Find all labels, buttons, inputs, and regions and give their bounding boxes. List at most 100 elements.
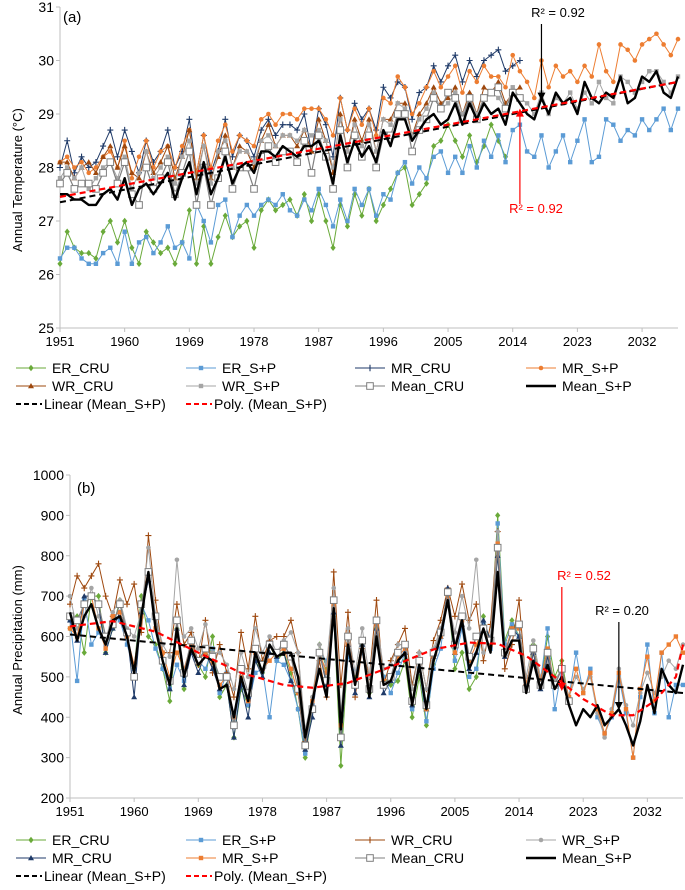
data-point-WR_SP xyxy=(259,138,264,143)
data-point-WR_SP_b xyxy=(459,593,465,599)
data-point-ER_SP xyxy=(438,149,444,154)
series-Mean_SP xyxy=(68,570,685,747)
data-point-ER_CRU xyxy=(373,217,379,225)
legend-marker xyxy=(538,837,544,843)
data-point-ER_SP xyxy=(503,159,508,165)
data-point-MR_CRU xyxy=(495,46,502,53)
data-point-WR_SP xyxy=(366,122,372,127)
data-point-WR_SP xyxy=(115,176,120,181)
data-point-WR_SP xyxy=(72,176,77,181)
data-point-ER_CRU xyxy=(57,260,63,267)
data-point-ER_SP xyxy=(352,186,357,192)
data-point-ER_SP xyxy=(217,690,222,696)
series-line-Mean_SP xyxy=(68,570,685,747)
legend-label: MR_S+P xyxy=(562,360,618,376)
data-point-MR_CRU_b xyxy=(245,714,252,720)
data-point-WR_SP_b xyxy=(174,557,180,563)
data-point-ER_CRU xyxy=(438,137,444,144)
data-point-MR_SP_b xyxy=(203,650,208,655)
data-point-WR_SP xyxy=(201,143,206,149)
data-point-WR_CRU_b xyxy=(287,617,294,624)
data-point-ER_CRU xyxy=(93,255,99,262)
data-point-ER_CRU xyxy=(193,260,200,267)
data-point-Mean_CRU xyxy=(77,179,86,188)
data-point-ER_SP xyxy=(474,666,479,671)
data-point-ER_SP xyxy=(388,197,393,202)
y-tick-label: 300 xyxy=(41,750,65,766)
legend-label: Poly. (Mean_S+P) xyxy=(214,868,327,884)
x-tick-label: 1978 xyxy=(248,804,277,819)
data-point-ER_SP xyxy=(302,197,307,202)
legend-marker xyxy=(28,364,34,372)
data-point-MR_SP_b xyxy=(673,634,679,639)
data-point-ER_SP xyxy=(495,521,500,526)
data-point-ER_CRU xyxy=(217,693,223,701)
data-point-ER_SP xyxy=(153,646,158,651)
legend-label: MR_CRU xyxy=(391,360,451,376)
x-tick-label: 2014 xyxy=(505,804,534,819)
data-point-WR_CRU_b xyxy=(102,592,109,600)
data-point-WR_SP xyxy=(532,111,537,117)
data-point-ER_SP xyxy=(632,133,638,138)
data-point-Mean_CRU xyxy=(329,596,338,604)
data-point-Mean_CRU xyxy=(135,201,143,209)
data-point-WR_SP xyxy=(302,127,307,133)
data-point-MR_SP_b xyxy=(659,650,664,655)
data-point-ER_SP xyxy=(259,202,264,208)
data-point-WR_CRU xyxy=(452,84,459,90)
data-point-ER_SP xyxy=(165,224,170,229)
data-point-WR_SP xyxy=(632,90,638,95)
data-point-MR_SP xyxy=(654,31,659,37)
data-point-MR_SP_b xyxy=(160,650,165,655)
data-point-WR_CRU xyxy=(92,169,99,176)
data-point-WR_SP_b xyxy=(231,686,237,692)
data-point-ER_SP xyxy=(611,122,616,127)
data-point-Mean_CRU xyxy=(358,636,367,645)
data-point-Mean_CRU xyxy=(207,201,215,209)
data-point-ER_SP xyxy=(215,202,221,208)
data-point-WR_SP_b xyxy=(67,593,73,599)
data-point-WR_SP xyxy=(625,79,630,85)
data-point-WR_SP_b xyxy=(217,650,222,655)
legend-label: WR_CRU xyxy=(52,378,113,394)
data-point-ER_SP xyxy=(402,159,408,165)
data-point-ER_SP xyxy=(129,261,135,266)
legend-label: WR_S+P xyxy=(222,378,280,394)
data-point-MR_SP_b xyxy=(103,646,108,651)
data-point-MR_SP_b xyxy=(324,670,329,676)
data-point-MR_SP xyxy=(646,36,652,42)
data-point-ER_SP xyxy=(647,127,652,133)
x-tick-label: 1987 xyxy=(312,804,341,819)
data-point-ER_SP xyxy=(93,261,99,266)
data-point-ER_CRU xyxy=(258,207,264,214)
data-point-ER_SP xyxy=(338,197,343,202)
data-point-WR_SP xyxy=(93,176,99,181)
data-point-ER_SP xyxy=(251,213,257,218)
r-squared-label: R² = 0.20 xyxy=(595,603,649,618)
data-point-MR_SP xyxy=(510,52,516,58)
data-point-WR_SP xyxy=(194,181,199,186)
x-tick-label: 2023 xyxy=(569,804,598,819)
data-point-WR_SP xyxy=(287,133,293,138)
data-point-ER_SP xyxy=(395,170,400,176)
data-point-WR_SP xyxy=(165,154,170,159)
data-point-ER_SP xyxy=(395,670,401,676)
data-point-ER_SP xyxy=(64,245,70,250)
data-point-WR_CRU_b xyxy=(451,613,458,620)
data-point-MR_SP xyxy=(294,117,300,122)
data-point-ER_SP xyxy=(115,261,120,266)
data-point-WR_SP xyxy=(474,111,479,117)
legend-label: Mean_CRU xyxy=(391,850,464,866)
data-point-ER_SP xyxy=(673,682,679,688)
data-point-WR_CRU_b xyxy=(81,584,88,592)
data-point-WR_CRU xyxy=(193,175,200,181)
data-point-ER_SP xyxy=(323,202,329,208)
data-point-ER_CRU xyxy=(181,685,187,693)
panel-label-a: (a) xyxy=(63,9,81,26)
data-point-MR_CRU xyxy=(387,94,394,102)
data-point-ER_SP xyxy=(281,662,287,667)
r-squared-label: R² = 0.92 xyxy=(509,201,563,216)
data-point-ER_SP xyxy=(274,658,279,663)
data-point-Mean_CRU xyxy=(515,620,523,629)
y-axis-label-a: Annual Temperature (°C) xyxy=(10,108,25,252)
